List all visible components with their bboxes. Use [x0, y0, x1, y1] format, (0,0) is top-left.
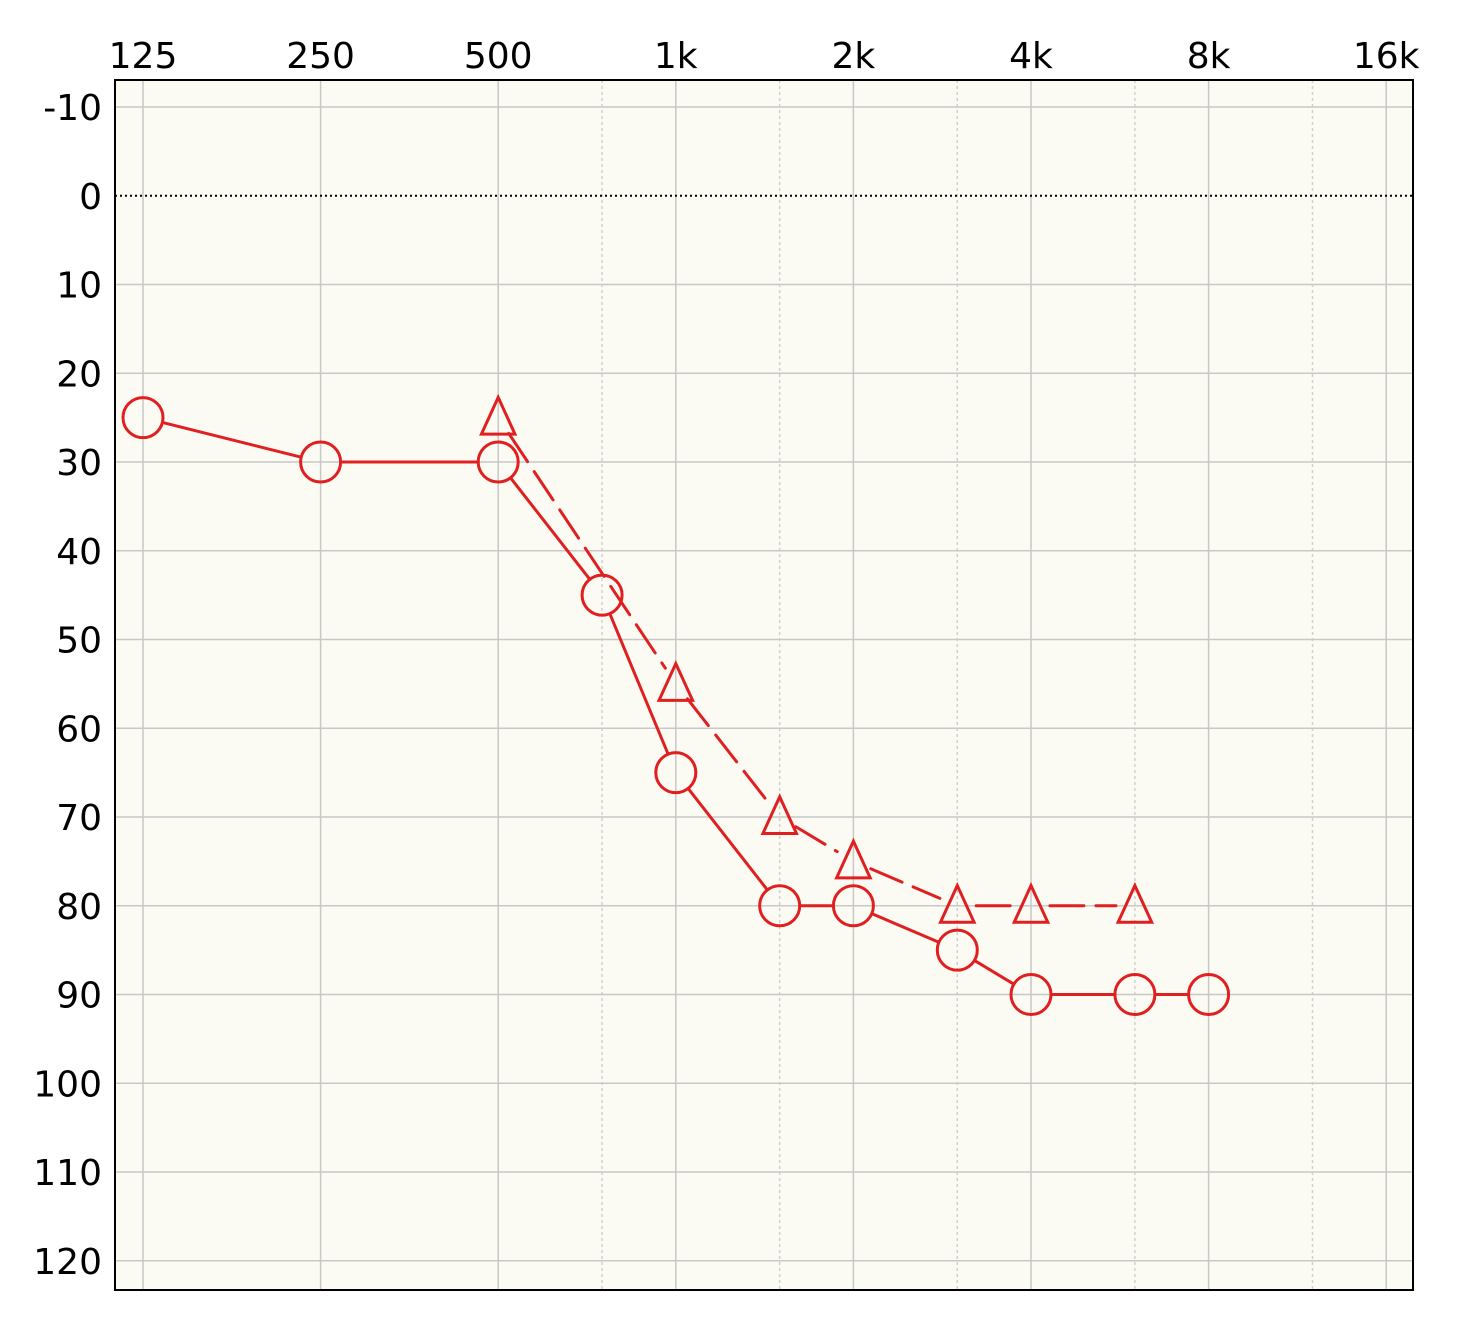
circle-series-segment — [160, 420, 303, 459]
y-tick-label: 40 — [56, 532, 102, 573]
triangle-marker — [1115, 881, 1155, 924]
x-tick-label: 8k — [1187, 36, 1231, 77]
x-tick-label: 500 — [464, 36, 533, 77]
triangle-series-segment — [794, 825, 839, 854]
circle-series-segment — [870, 912, 941, 944]
series-lines — [160, 420, 1191, 996]
x-tick-label: 250 — [286, 36, 355, 77]
y-tick-label: 50 — [56, 621, 102, 662]
circle-marker — [831, 884, 875, 928]
triangle-series-segment — [507, 431, 667, 670]
triangle-marker — [834, 837, 873, 880]
y-tick-label: 80 — [56, 887, 102, 928]
triangle-series-segment — [869, 867, 942, 900]
circle-marker — [1187, 973, 1231, 1016]
triangle-series-segment — [685, 697, 770, 804]
y-tick-label: 0 — [79, 177, 102, 218]
triangle-marker — [760, 793, 799, 836]
circle-series-segment — [686, 786, 769, 892]
circle-marker — [1113, 973, 1157, 1016]
y-tick-label: -10 — [43, 88, 102, 129]
y-tick-label: 70 — [56, 798, 102, 839]
circle-marker — [758, 884, 802, 928]
x-tick-label: 16k — [1353, 36, 1420, 77]
plot-frame — [114, 79, 1414, 1291]
minor-gridlines — [601, 80, 1314, 1290]
x-tick-label: 125 — [109, 36, 178, 77]
y-tick-label: 100 — [33, 1064, 102, 1105]
circle-marker — [121, 396, 165, 440]
triangle-marker — [1011, 881, 1051, 924]
y-tick-label: 90 — [56, 976, 102, 1017]
y-tick-label: 30 — [56, 443, 102, 484]
circle-marker — [1009, 973, 1053, 1016]
circle-series-segment — [972, 958, 1016, 986]
y-tick-labels: -10 0 10 20 30 40 50 60 70 80 90 100 110 120 — [33, 88, 102, 1283]
x-tick-label: 2k — [832, 36, 876, 77]
circle-marker — [299, 440, 343, 484]
major-gridlines — [115, 80, 1413, 1290]
y-tick-label: 60 — [56, 709, 102, 750]
x-tick-label: 4k — [1009, 36, 1053, 77]
circle-marker — [476, 440, 520, 484]
x-tick-label: 1k — [654, 36, 698, 77]
y-tick-label: 10 — [56, 266, 102, 307]
circle-series-segment — [509, 476, 592, 581]
triangle-marker — [938, 881, 977, 924]
series-markers — [121, 393, 1231, 1016]
y-tick-label: 120 — [33, 1242, 102, 1283]
circle-marker — [935, 928, 979, 972]
y-tick-label: 20 — [56, 354, 102, 395]
triangle-marker — [479, 393, 518, 436]
circle-marker — [580, 573, 624, 617]
triangle-marker — [656, 660, 695, 702]
plot-background — [115, 80, 1413, 1290]
y-tick-label: 110 — [33, 1153, 102, 1194]
x-tick-labels: 125 250 500 1k 2k 4k 8k 16k — [109, 36, 1420, 77]
circle-series-segment — [608, 612, 670, 756]
circle-marker — [654, 751, 698, 795]
